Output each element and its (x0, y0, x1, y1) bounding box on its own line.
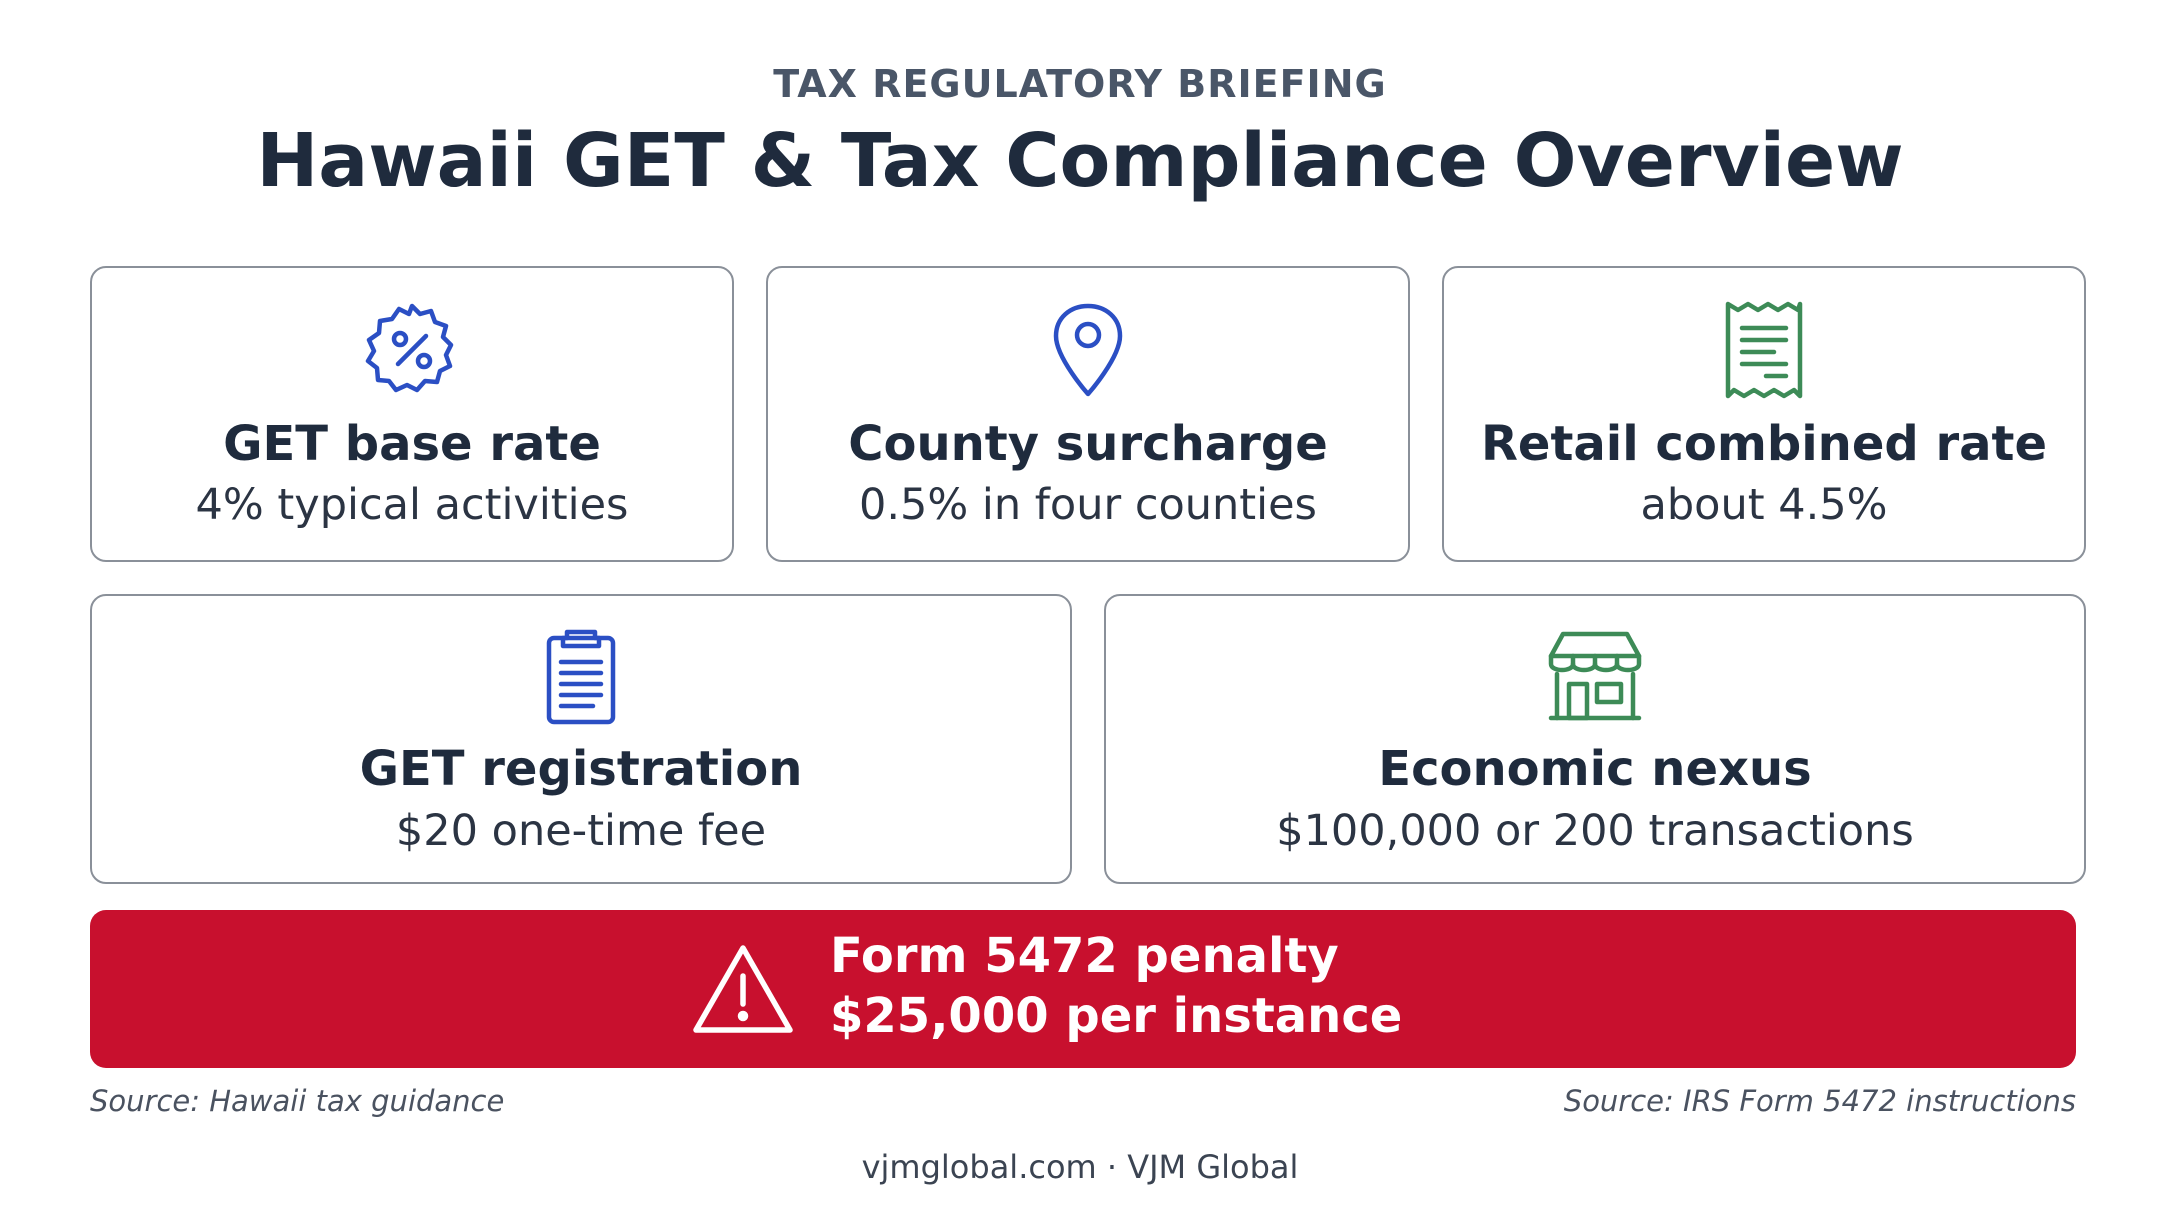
source-right: Source: IRS Form 5472 instructions (1563, 1084, 2076, 1118)
storefront-icon (1545, 626, 1645, 726)
penalty-banner: Form 5472 penalty $25,000 per instance (90, 910, 2076, 1068)
page-title: Hawaii GET & Tax Compliance Overview (256, 118, 1904, 204)
card-county-surcharge: County surcharge 0.5% in four counties (766, 266, 1410, 562)
source-left: Source: Hawaii tax guidance (90, 1084, 505, 1118)
card-title: County surcharge (848, 416, 1328, 472)
location-pin-icon (1038, 300, 1138, 400)
footer-credit: vjmglobal.com · VJM Global (861, 1148, 1299, 1186)
card-retail-combined-rate: Retail combined rate about 4.5% (1442, 266, 2086, 562)
card-value: $20 one-time fee (395, 806, 767, 856)
card-value: about 4.5% (1640, 480, 1888, 530)
card-value: $100,000 or 200 transactions (1276, 806, 1914, 856)
card-title: Economic nexus (1378, 741, 1812, 797)
penalty-title: Form 5472 penalty (830, 928, 1339, 984)
card-get-registration: GET registration $20 one-time fee (90, 594, 1072, 884)
card-title: Retail combined rate (1480, 416, 2048, 472)
penalty-value: $25,000 per instance (830, 988, 1403, 1044)
card-title: GET registration (359, 741, 803, 797)
briefing-eyebrow: TAX REGULATORY BRIEFING (773, 62, 1387, 106)
clipboard-icon (531, 626, 631, 726)
card-value: 0.5% in four counties (859, 480, 1317, 530)
receipt-icon (1714, 300, 1814, 400)
card-title: GET base rate (223, 416, 601, 472)
warning-triangle-icon (690, 942, 796, 1038)
percent-badge-icon (362, 300, 462, 400)
card-economic-nexus: Economic nexus $100,000 or 200 transacti… (1104, 594, 2086, 884)
card-get-base-rate: GET base rate 4% typical activities (90, 266, 734, 562)
card-value: 4% typical activities (195, 480, 629, 530)
